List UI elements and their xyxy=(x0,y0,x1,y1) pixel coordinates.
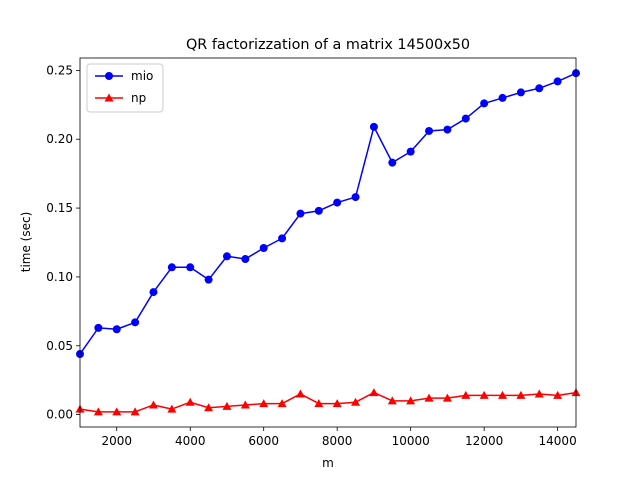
data-point-np xyxy=(406,396,416,405)
data-point-mio xyxy=(516,88,525,97)
data-point-mio xyxy=(131,318,140,327)
legend-marker-mio xyxy=(105,72,113,80)
x-tick-label: 8000 xyxy=(322,434,353,448)
data-point-np xyxy=(167,404,177,413)
data-point-mio xyxy=(241,255,250,264)
data-point-np xyxy=(442,393,452,402)
data-point-mio xyxy=(94,323,103,332)
legend-label-np: np xyxy=(131,91,146,105)
y-tick-label: 0.00 xyxy=(46,408,73,422)
x-tick-label: 12000 xyxy=(465,434,503,448)
data-point-np xyxy=(295,389,305,398)
data-point-np xyxy=(148,400,158,409)
data-point-mio xyxy=(167,263,176,272)
data-point-np xyxy=(112,407,122,416)
y-tick-label: 0.20 xyxy=(46,132,73,146)
series-line-mio xyxy=(79,72,577,355)
data-point-np xyxy=(516,390,526,399)
series-line-np xyxy=(79,391,577,413)
data-point-np xyxy=(479,390,489,399)
data-point-np xyxy=(332,399,342,408)
data-point-mio xyxy=(112,325,121,334)
x-tick-label: 6000 xyxy=(248,434,279,448)
data-point-np xyxy=(130,407,140,416)
data-point-mio xyxy=(461,114,470,123)
x-tick-label: 10000 xyxy=(392,434,430,448)
data-point-np xyxy=(553,390,563,399)
y-tick-label: 0.15 xyxy=(46,201,73,215)
data-point-np xyxy=(259,399,269,408)
axes-frame xyxy=(79,57,577,428)
data-point-mio xyxy=(535,84,544,93)
data-point-mio xyxy=(480,99,489,108)
data-point-mio xyxy=(186,263,195,272)
data-point-np xyxy=(461,390,471,399)
data-point-mio xyxy=(553,77,562,86)
data-point-mio xyxy=(498,93,507,102)
x-tick-label: 14000 xyxy=(539,434,577,448)
data-point-np xyxy=(185,397,195,406)
data-point-mio xyxy=(351,193,360,202)
legend-label-mio: mio xyxy=(131,69,153,83)
x-axis-label: m xyxy=(322,456,334,470)
data-point-mio xyxy=(443,125,452,134)
y-tick-label: 0.05 xyxy=(46,339,73,353)
data-point-np xyxy=(498,390,508,399)
legend: mio np xyxy=(86,63,164,113)
data-point-np xyxy=(387,396,397,405)
data-point-mio xyxy=(388,158,397,167)
data-point-np xyxy=(222,401,232,410)
data-point-np xyxy=(277,399,287,408)
x-tick-label: 4000 xyxy=(175,434,206,448)
data-point-np xyxy=(369,388,379,397)
data-point-np xyxy=(93,407,103,416)
data-point-np xyxy=(534,389,544,398)
data-point-mio xyxy=(149,288,158,297)
data-point-mio xyxy=(425,126,434,135)
data-point-mio xyxy=(369,122,378,131)
data-point-np xyxy=(351,397,361,406)
chart-title: QR factorizzation of a matrix 14500x50 xyxy=(186,37,470,53)
y-axis-label: time (sec) xyxy=(19,212,33,273)
data-point-mio xyxy=(278,234,287,243)
data-point-np xyxy=(240,400,250,409)
data-point-mio xyxy=(204,275,213,284)
data-point-np xyxy=(314,399,324,408)
plot-area: 2000 4000 6000 8000 10000 12000 14000 0.00 0.05 0… xyxy=(46,57,581,448)
y-tick-label: 0.25 xyxy=(46,63,73,77)
data-point-mio xyxy=(259,244,268,253)
data-point-mio xyxy=(406,147,415,156)
data-point-np xyxy=(204,403,214,412)
data-point-mio xyxy=(222,252,231,261)
data-point-mio xyxy=(333,198,342,207)
x-tick-label: 2000 xyxy=(101,434,132,448)
y-tick-label: 0.10 xyxy=(46,270,73,284)
data-point-np xyxy=(424,393,434,402)
data-point-mio xyxy=(296,209,305,218)
legend-marker-np xyxy=(104,93,114,102)
data-point-mio xyxy=(314,206,323,215)
